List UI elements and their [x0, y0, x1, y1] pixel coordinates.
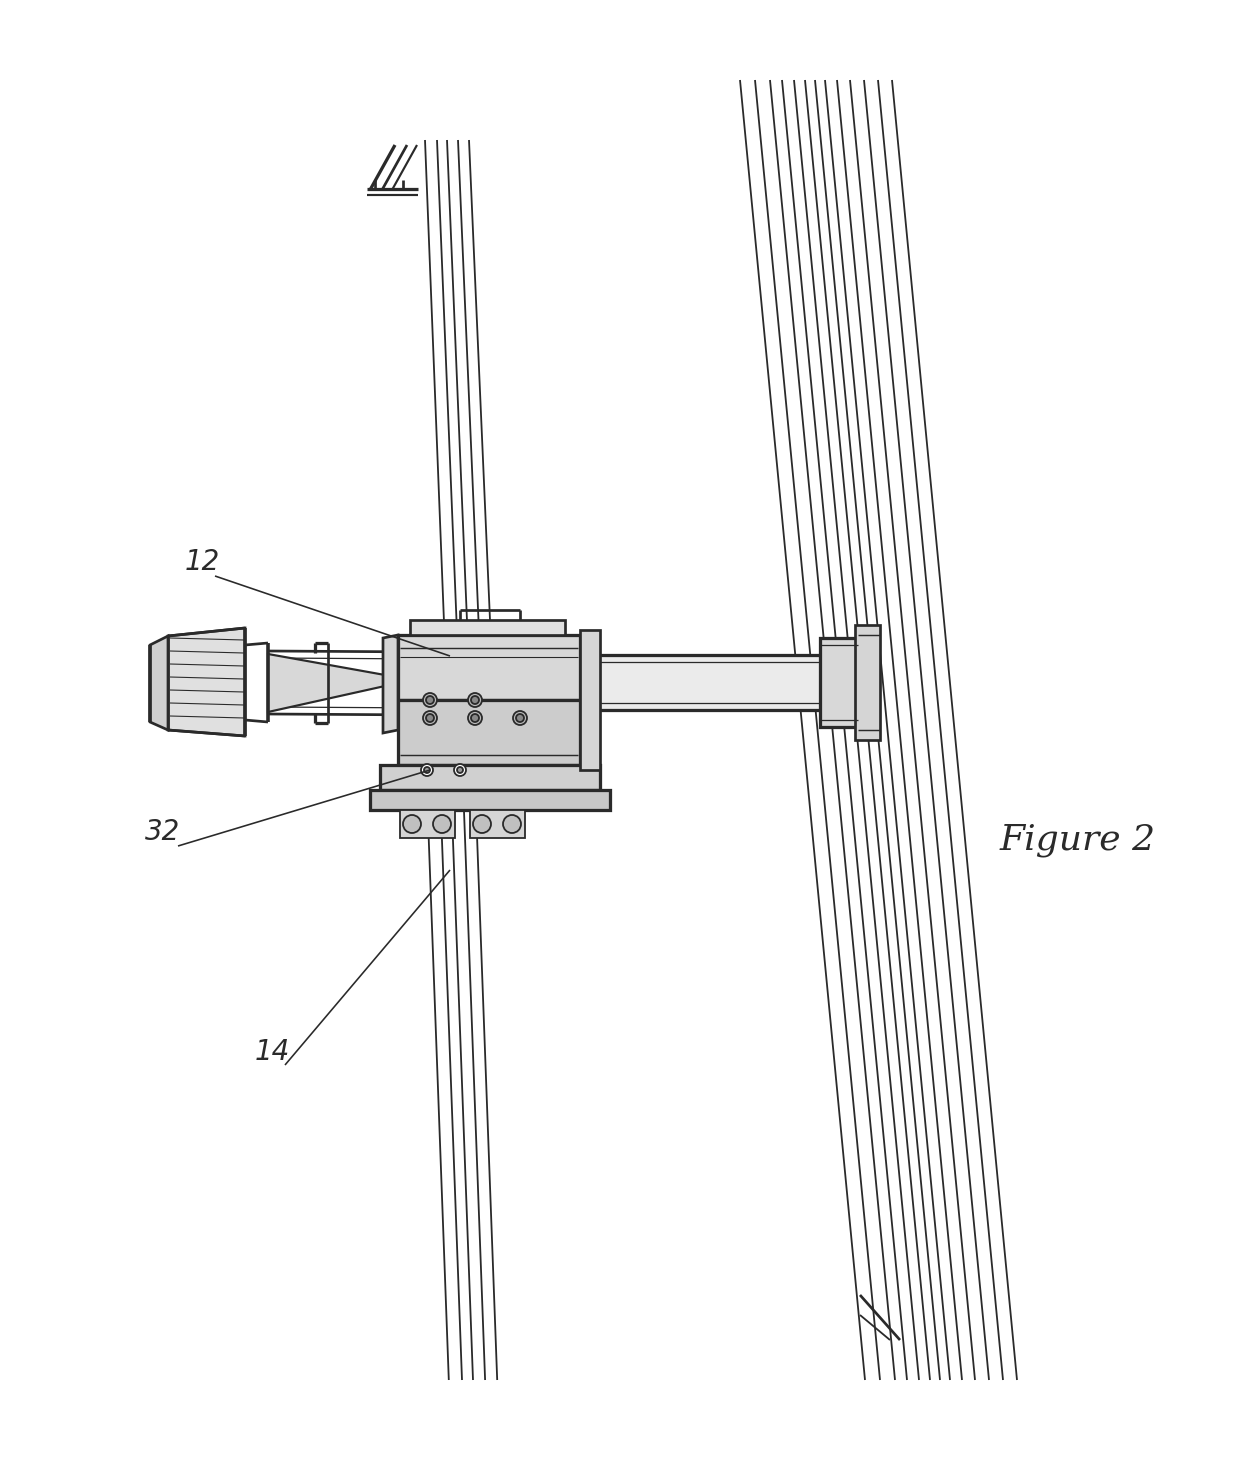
Circle shape: [516, 714, 525, 722]
Circle shape: [403, 816, 422, 833]
Polygon shape: [150, 637, 167, 731]
Polygon shape: [379, 764, 600, 791]
Polygon shape: [398, 635, 580, 700]
Circle shape: [423, 692, 436, 707]
Text: Figure 2: Figure 2: [999, 823, 1156, 857]
Circle shape: [471, 714, 479, 722]
Circle shape: [503, 816, 521, 833]
Polygon shape: [268, 654, 384, 711]
Polygon shape: [600, 654, 830, 710]
Circle shape: [427, 714, 434, 722]
Polygon shape: [856, 625, 880, 739]
Polygon shape: [820, 638, 858, 728]
Circle shape: [513, 711, 527, 725]
Circle shape: [467, 692, 482, 707]
Circle shape: [471, 695, 479, 704]
Circle shape: [422, 764, 433, 776]
Text: 32: 32: [145, 819, 180, 846]
Circle shape: [472, 816, 491, 833]
Circle shape: [433, 816, 451, 833]
Polygon shape: [470, 810, 525, 838]
Text: 12: 12: [185, 549, 221, 577]
Polygon shape: [580, 629, 600, 770]
Polygon shape: [167, 628, 246, 736]
Circle shape: [423, 711, 436, 725]
Polygon shape: [398, 700, 580, 764]
Circle shape: [427, 695, 434, 704]
Circle shape: [454, 764, 466, 776]
Polygon shape: [401, 810, 455, 838]
Polygon shape: [410, 621, 565, 635]
Text: 14: 14: [255, 1039, 290, 1067]
Circle shape: [458, 767, 463, 773]
Circle shape: [467, 711, 482, 725]
Polygon shape: [383, 635, 398, 734]
Circle shape: [424, 767, 430, 773]
Polygon shape: [370, 791, 610, 810]
